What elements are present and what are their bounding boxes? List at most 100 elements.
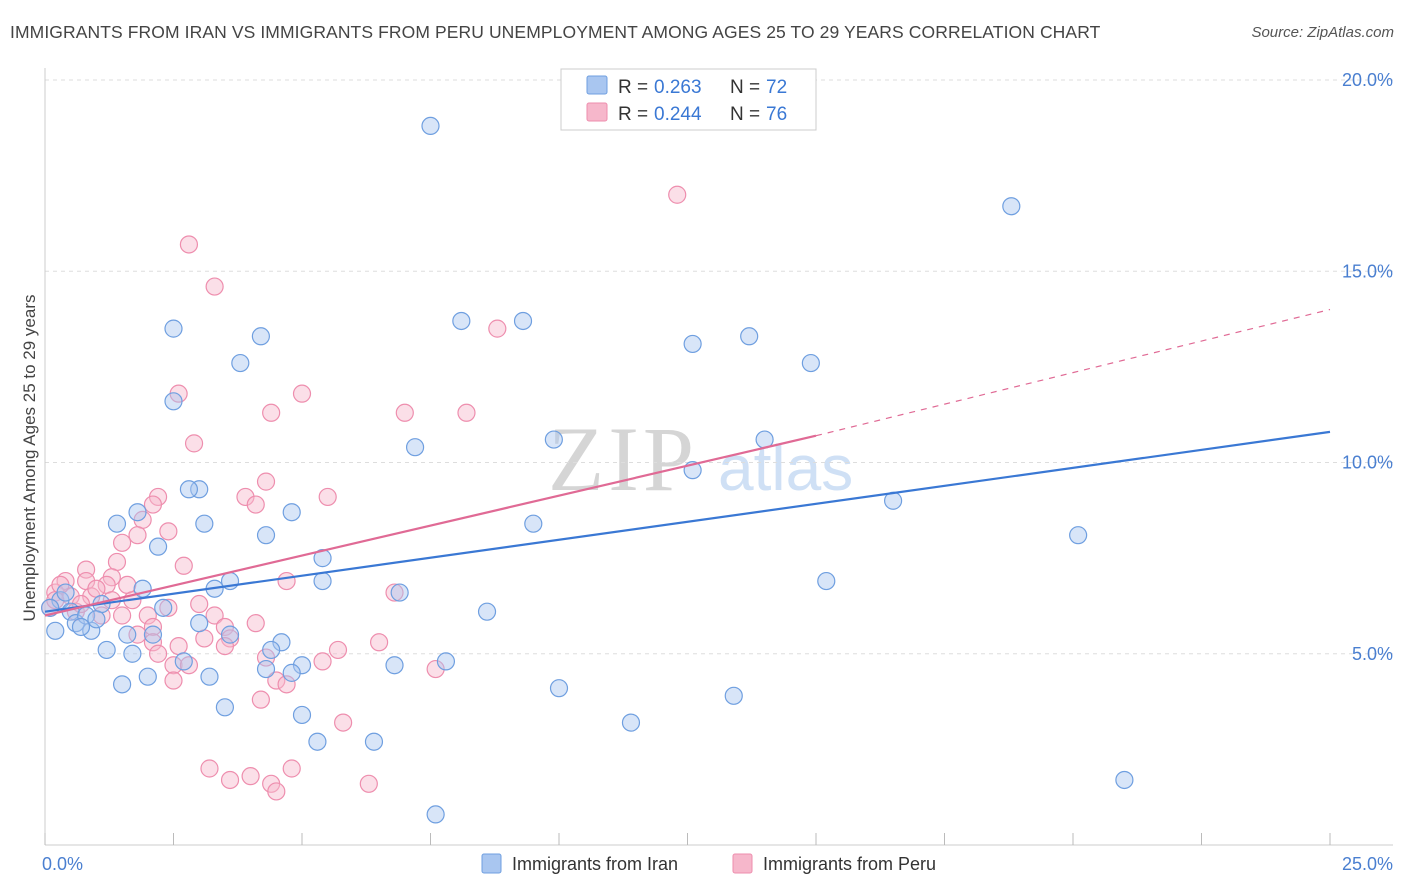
peru-point-18 xyxy=(128,526,147,545)
iran-point-53 xyxy=(436,652,456,671)
iran-point-33 xyxy=(477,602,497,621)
peru-point-0 xyxy=(668,185,687,204)
y-tick-label-3: 20.0% xyxy=(1342,70,1393,90)
peru-point-9 xyxy=(184,434,204,453)
peru-point-51 xyxy=(215,636,234,656)
peru-point-61 xyxy=(277,675,296,694)
peru-point-10 xyxy=(256,472,276,491)
iran-point-25 xyxy=(1069,526,1088,545)
stats-n-label-iran: N = xyxy=(730,77,760,98)
stats-n-value-iran: 72 xyxy=(766,77,787,98)
iran-point-8 xyxy=(251,327,270,346)
peru-point-19 xyxy=(112,533,132,552)
peru-point-17 xyxy=(159,522,178,541)
peru-point-8 xyxy=(457,403,476,422)
iran-point-45 xyxy=(272,633,291,652)
iran-point-4 xyxy=(513,311,533,331)
iran-point-59 xyxy=(724,686,743,705)
peru-point-21 xyxy=(174,556,193,575)
peru-point-29 xyxy=(385,583,404,602)
iran-point-0 xyxy=(421,116,440,136)
iran-point-2 xyxy=(164,319,183,338)
iran-point-56 xyxy=(282,663,301,682)
peru-point-45 xyxy=(246,614,265,633)
iran-point-42 xyxy=(118,625,137,644)
watermark-atlas: atlas xyxy=(718,432,853,504)
peru-point-11 xyxy=(236,487,255,507)
stats-swatch-peru xyxy=(586,102,608,122)
iran-point-64 xyxy=(364,732,384,751)
peru-point-7 xyxy=(395,403,414,422)
iran-point-46 xyxy=(97,640,116,660)
peru-point-50 xyxy=(169,636,188,656)
peru-point-64 xyxy=(200,759,219,778)
y-axis-title: Unemployment Among Ages 25 to 29 years xyxy=(20,295,39,622)
iran-point-58 xyxy=(549,679,569,698)
peru-point-15 xyxy=(246,495,265,514)
iran-point-40 xyxy=(46,621,65,640)
y-tick-label-1: 10.0% xyxy=(1342,453,1393,473)
iran-point-60 xyxy=(215,698,234,717)
peru-point-6 xyxy=(262,403,281,422)
peru-point-47 xyxy=(195,629,214,648)
iran-point-68 xyxy=(56,583,75,602)
peru-point-67 xyxy=(241,767,260,786)
peru-point-70 xyxy=(267,782,286,801)
peru-point-43 xyxy=(143,617,163,637)
x-tick-label-0: 0.0% xyxy=(42,854,83,874)
iran-point-27 xyxy=(817,571,836,591)
iran-point-6 xyxy=(740,327,759,346)
source-label: Source: ZipAtlas.com xyxy=(1251,24,1394,41)
iran-point-51 xyxy=(292,656,312,675)
peru-point-3 xyxy=(488,319,507,338)
iran-point-21 xyxy=(128,503,147,522)
stats-swatch-iran xyxy=(586,75,608,95)
peru-point-60 xyxy=(164,671,183,690)
legend-label-peru: Immigrants from Peru xyxy=(763,854,936,874)
iran-point-54 xyxy=(138,667,157,686)
stats-box: R = 0.263 N = 72 R = 0.244 N = 76 xyxy=(560,68,817,131)
iran-point-22 xyxy=(107,514,127,533)
x-tick-label-1: 25.0% xyxy=(1342,854,1393,874)
iran-point-71 xyxy=(71,617,91,637)
stats-r-label-iran: R = xyxy=(618,77,648,98)
peru-point-66 xyxy=(220,770,240,790)
iran-point-12 xyxy=(544,430,563,449)
iran-point-50 xyxy=(256,659,276,679)
peru-point-42 xyxy=(205,606,224,625)
peru-point-35 xyxy=(159,598,178,617)
iran-point-69 xyxy=(87,610,106,629)
trend-line-peru xyxy=(44,434,817,617)
stats-r-value-iran: 0.263 xyxy=(654,77,702,98)
stats-n-label-peru: N = xyxy=(730,104,760,125)
iran-point-44 xyxy=(220,625,240,644)
legend-label-iran: Immigrants from Iran xyxy=(512,854,678,874)
peru-point-41 xyxy=(138,606,157,625)
iran-point-66 xyxy=(426,805,445,824)
stats-n-value-peru: 76 xyxy=(766,104,787,125)
peru-point-28 xyxy=(277,571,296,591)
peru-point-1 xyxy=(179,235,199,254)
iran-point-61 xyxy=(292,705,312,725)
peru-point-27 xyxy=(118,575,137,595)
legend-item-peru[interactable]: Immigrants from Peru xyxy=(732,853,936,874)
axes: 5.0% 10.0% 15.0% 20.0% 0.0% 25.0% xyxy=(42,68,1393,874)
iran-point-65 xyxy=(1115,770,1134,790)
iran-point-38 xyxy=(190,614,209,633)
peru-point-62 xyxy=(251,690,270,709)
iran-point-24 xyxy=(524,514,543,533)
peru-point-59 xyxy=(267,671,286,690)
iran-point-26 xyxy=(313,549,332,568)
legend-item-iran[interactable]: Immigrants from Iran xyxy=(481,853,678,874)
iran-point-5 xyxy=(683,334,702,354)
iran-point-62 xyxy=(621,713,641,732)
iran-point-52 xyxy=(385,656,404,675)
peru-point-12 xyxy=(318,487,337,507)
chart-title: IMMIGRANTS FROM IRAN VS IMMIGRANTS FROM … xyxy=(10,22,1101,42)
peru-point-2 xyxy=(205,277,224,296)
iran-point-63 xyxy=(308,732,327,751)
iran-point-10 xyxy=(164,392,183,411)
watermark-zip: ZIP xyxy=(548,408,698,510)
iran-point-7 xyxy=(801,353,820,373)
